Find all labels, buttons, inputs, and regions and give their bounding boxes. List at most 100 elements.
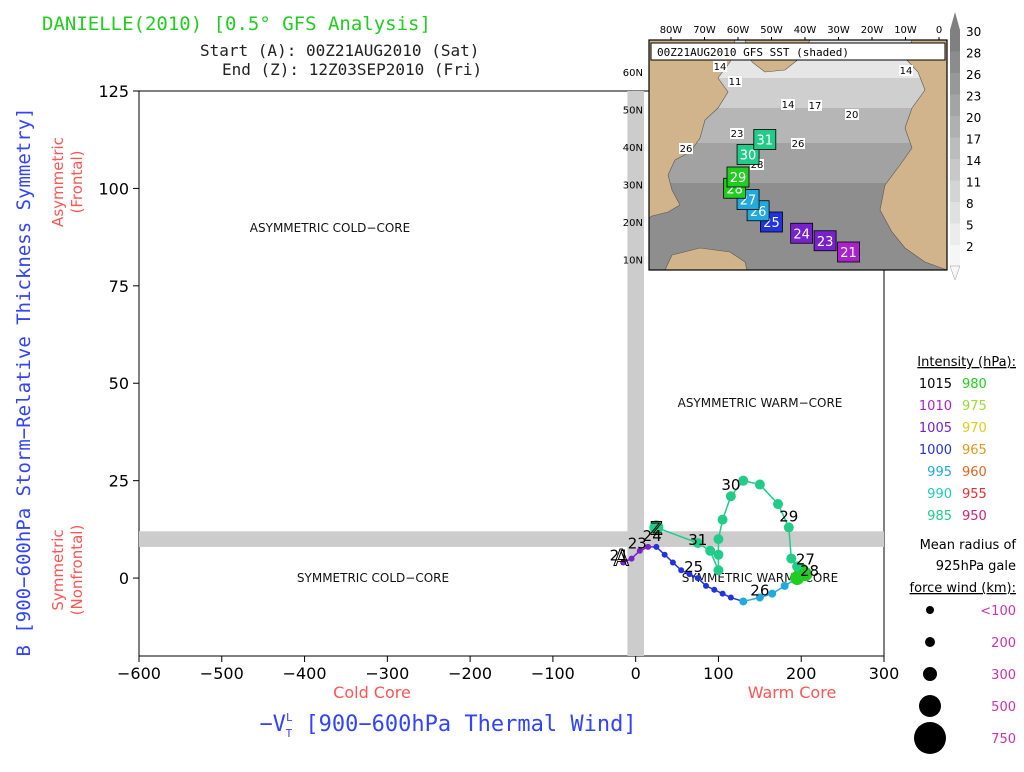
day-label: 27: [796, 550, 815, 568]
colorbar-cell: [950, 159, 960, 181]
inset-lon-label: 60W: [727, 25, 750, 36]
y-tick-label: 50: [109, 374, 129, 393]
x-tick-label: −200: [448, 664, 492, 683]
track-point: [705, 545, 716, 556]
x-tick-label: −500: [200, 664, 244, 683]
radius-label: 300: [991, 668, 1016, 683]
radius-label: <100: [980, 604, 1016, 619]
contour-label-bg: [808, 100, 822, 111]
y-axis-label: B [900−600hPa Storm−Relative Thickness S…: [13, 107, 35, 656]
inset-lat-label: 60N: [623, 68, 643, 79]
inset-lon-label: 20W: [861, 25, 884, 36]
inset-lat-label: 40N: [623, 143, 643, 154]
colorbar-label: 20: [966, 111, 981, 125]
y-tick-label: 100: [98, 179, 129, 198]
x-tick-label: −300: [365, 664, 409, 683]
x-left-label: Cold Core: [333, 683, 411, 702]
contour-label: 26: [792, 139, 805, 150]
colorbar-cell: [950, 94, 960, 116]
inset-track-label: 23: [817, 235, 834, 250]
x-tick-label: −100: [531, 664, 575, 683]
axis-bands: [139, 91, 884, 656]
colorbar-label: 14: [966, 154, 981, 168]
radius-circle: [923, 667, 937, 681]
inset-track-label: 30: [740, 149, 757, 164]
x-right-label: Warm Core: [748, 683, 837, 702]
colorbar-cell: [950, 51, 960, 73]
inset-title-box: [650, 42, 946, 61]
contour-label-bg: [728, 76, 742, 87]
inset-lon-label: 40W: [794, 25, 817, 36]
radius-circle: [925, 637, 935, 647]
track-point: [692, 538, 703, 548]
inset-lon-label: 10W: [894, 25, 917, 36]
intensity-right: 960: [962, 465, 987, 480]
colorbar-label: 23: [966, 90, 981, 104]
day-label: 23: [628, 535, 647, 553]
inset-lat-label: 10N: [623, 256, 643, 267]
inset-lon-label: 30W: [827, 25, 850, 36]
x-tick-label: 0: [631, 664, 641, 683]
colorbar-bottom-arrow: [949, 265, 961, 281]
x-axis-label: −VL T [900−600hPa Thermal Wind]: [259, 711, 636, 740]
track-point: [792, 561, 803, 572]
sst-colorbar: 30 28 26 23 20 17 14 11 8 5 2: [949, 12, 981, 281]
inset-lon-ticks: 80W 70W 60W 50W 40W 30W 20W 10W 0: [660, 25, 942, 40]
inset-sst-map: 00Z21AUG2010 GFS SST (shaded) 80W 70W 60W 5…: [623, 12, 981, 281]
day-label: 25: [684, 558, 703, 576]
track-point: [755, 593, 764, 602]
colorbar-top-arrow: [950, 12, 960, 30]
contour-label: 14: [714, 62, 727, 73]
track-point: [786, 553, 797, 564]
track-point: [620, 559, 627, 566]
colorbar-label: 2: [966, 240, 974, 254]
inset-track-box: [753, 129, 777, 150]
radius-circle: [919, 695, 941, 717]
inset-track-label: 21: [840, 246, 857, 261]
intensity-left: 995: [927, 465, 952, 480]
contour-label: 28: [751, 160, 764, 171]
track-point: [768, 589, 777, 598]
track-point: [694, 575, 701, 582]
contour-label: 20: [846, 110, 859, 121]
contour-label-bg: [781, 99, 795, 110]
intensity-left: 1015: [919, 377, 952, 392]
radius-title-1: Mean radius of: [920, 538, 1017, 553]
inset-title: 00Z21AUG2010 GFS SST (shaded): [657, 46, 849, 59]
track-point: [669, 559, 676, 566]
colorbar-cell: [950, 116, 960, 138]
track-point: [653, 543, 660, 550]
colorbar-label: 11: [966, 176, 981, 190]
track-point: [780, 581, 789, 590]
track-point: [739, 597, 748, 606]
inset-lat-label: 50N: [623, 106, 643, 117]
intensity-right: 965: [962, 443, 987, 458]
inset-track-label: 31: [757, 134, 774, 149]
contour-label-bg: [679, 143, 693, 154]
inset-lon-label: 0: [936, 25, 942, 36]
track-point: [719, 590, 726, 597]
day-label: 28: [800, 562, 819, 580]
x-tick-label: 300: [869, 664, 900, 683]
inset-track-box: [837, 241, 860, 263]
x-tick-label: 200: [786, 664, 817, 683]
intensity-left: 1000: [919, 443, 952, 458]
track-point: [661, 551, 668, 558]
y-tick-label: 125: [98, 82, 129, 101]
colorbar-cell: [950, 137, 960, 159]
colorbar-cell: [950, 202, 960, 224]
quadrant-tl: ASYMMETRIC COLD−CORE: [250, 221, 410, 235]
day-label: 31: [688, 531, 707, 549]
intensity-left: 990: [927, 487, 952, 502]
radius-label: 500: [991, 700, 1016, 715]
track-point: [713, 549, 724, 560]
intensity-title: Intensity (hPa):: [917, 355, 1016, 370]
track-point: [711, 586, 718, 593]
quadrant-tr: ASYMMETRIC WARM−CORE: [678, 396, 843, 410]
colorbar-cell: [950, 30, 960, 52]
radius-label: 200: [991, 636, 1016, 651]
track-segment: [656, 526, 699, 544]
y-tick-label: 75: [109, 277, 129, 296]
